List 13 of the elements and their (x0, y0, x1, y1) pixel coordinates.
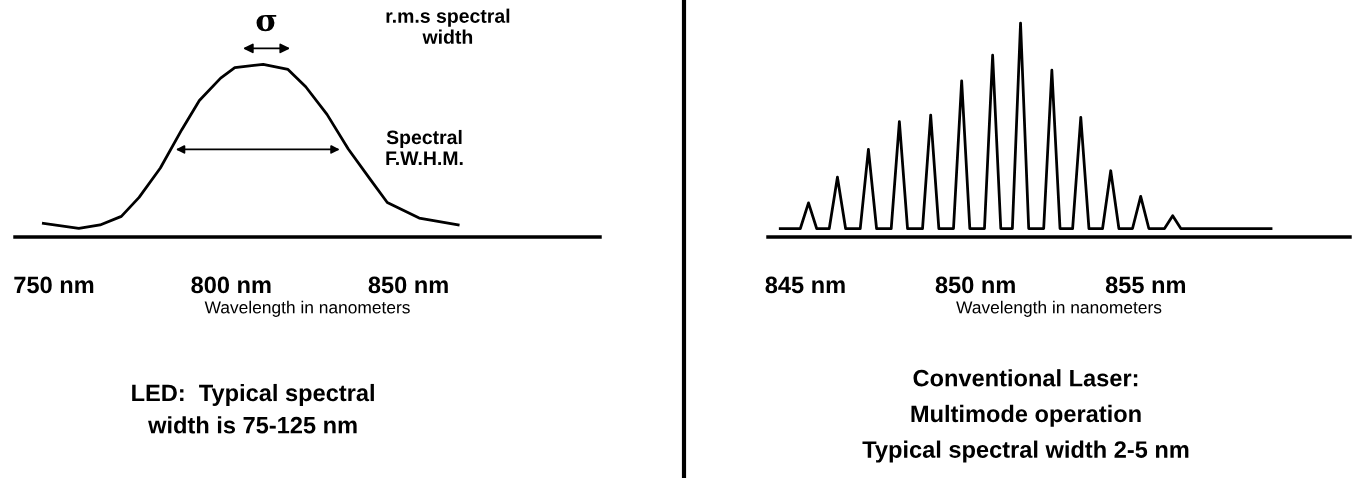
text: Conventional Laser: Multimode operation Typical spectral width 2-5 nm (862, 369, 1189, 463)
x-tick-label: 855 nm (1105, 276, 1186, 294)
x-tick-label: 850 nm (368, 276, 448, 294)
text: LED: Typical spectral width is 75-125 nm (132, 383, 374, 434)
x-tick-label: 845 nm (765, 276, 845, 294)
x-axis-title: Wavelength in nanometers (956, 300, 1162, 317)
text: σ (256, 14, 277, 32)
x-tick-label: 800 nm (191, 276, 271, 294)
text: r.m.s spectral width (386, 8, 510, 44)
x-axis-title: Wavelength in nanometers (204, 300, 410, 317)
x-tick-label: 750 nm (14, 276, 94, 294)
x-tick-label: 850 nm (935, 276, 1015, 294)
annotation: Spectral F.W.H.M. (386, 129, 463, 165)
